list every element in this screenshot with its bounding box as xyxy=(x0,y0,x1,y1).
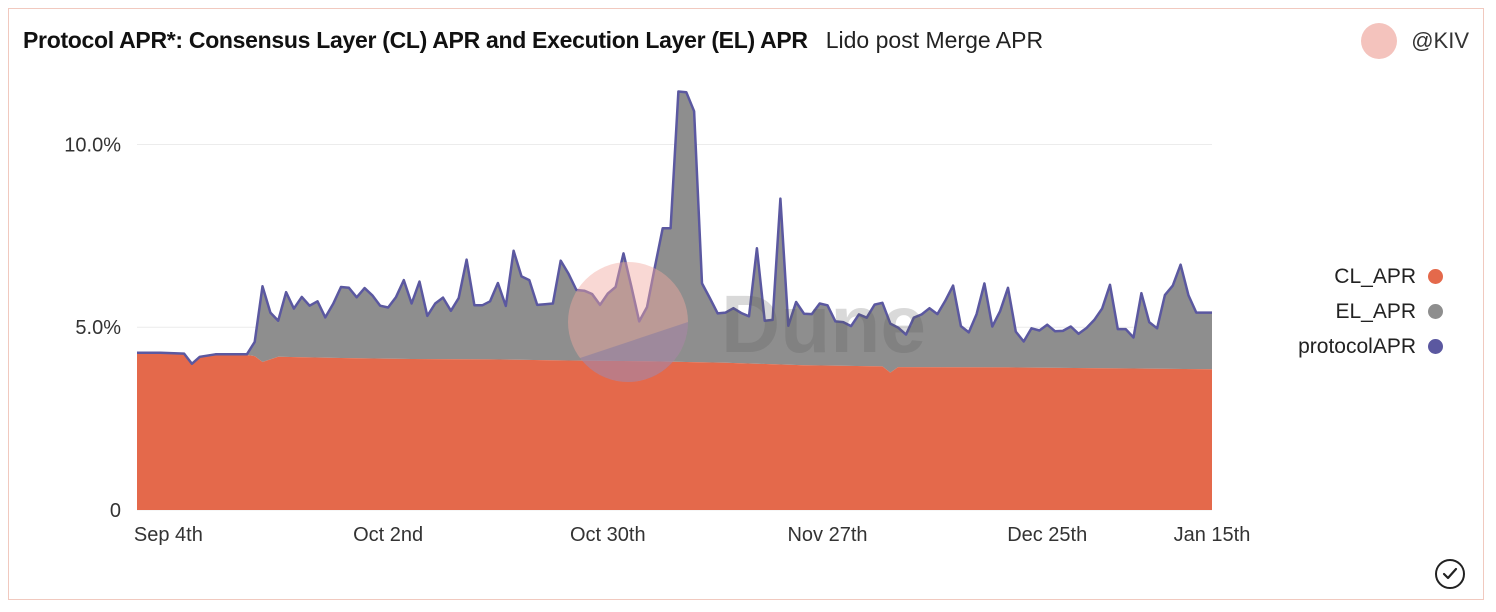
x-tick-label: Oct 30th xyxy=(570,524,646,546)
author-badge[interactable]: @KIV xyxy=(1361,23,1469,59)
el-apr-area xyxy=(137,91,1212,373)
legend-swatch xyxy=(1428,339,1443,354)
check-icon xyxy=(1442,567,1458,580)
x-tick-label: Nov 27th xyxy=(787,524,867,546)
dune-watermark: Dune xyxy=(568,262,926,383)
y-tick-label: 5.0% xyxy=(75,317,121,339)
legend-item[interactable]: CL_APR xyxy=(1298,259,1443,294)
author-name: @KIV xyxy=(1411,28,1469,53)
legend-label: CL_APR xyxy=(1334,264,1416,288)
legend-item[interactable]: protocolAPR xyxy=(1298,329,1443,364)
avatar xyxy=(1361,23,1398,59)
chart-card: Protocol APR*: Consensus Layer (CL) APR … xyxy=(8,8,1484,600)
legend-swatch xyxy=(1428,269,1443,284)
chart-header: Protocol APR*: Consensus Layer (CL) APR … xyxy=(23,27,1043,54)
chart-legend: CL_APR EL_APR protocolAPR xyxy=(1298,259,1443,364)
watermark-text: Dune xyxy=(721,279,926,370)
chart-title: Protocol APR*: Consensus Layer (CL) APR … xyxy=(23,27,808,53)
x-tick-label: Jan 15th xyxy=(1174,524,1251,546)
check-button[interactable] xyxy=(1435,559,1465,589)
protocol-apr-line xyxy=(137,90,1212,366)
x-tick-label: Sep 4th xyxy=(134,524,203,546)
y-tick-label: 10.0% xyxy=(64,134,121,156)
legend-label: EL_APR xyxy=(1335,299,1416,323)
x-tick-label: Dec 25th xyxy=(1007,524,1087,546)
chart-areas xyxy=(137,90,1212,510)
x-axis: Sep 4th Oct 2nd Oct 30th Nov 27th Dec 25th Ja… xyxy=(134,524,1250,546)
legend-label: protocolAPR xyxy=(1298,334,1416,358)
legend-item[interactable]: EL_APR xyxy=(1298,294,1443,329)
cl-apr-area xyxy=(137,353,1212,510)
x-tick-label: Oct 2nd xyxy=(353,524,423,546)
legend-swatch xyxy=(1428,304,1443,319)
watermark-logo-slice-icon xyxy=(580,322,688,383)
chart-subtitle: Lido post Merge APR xyxy=(825,27,1044,53)
area-chart: Dune 0 5.0% 10.0% Sep 4th Oct 2nd Oct 30th No… xyxy=(64,90,1250,546)
watermark-logo-icon xyxy=(568,262,688,382)
y-axis: 0 5.0% 10.0% xyxy=(64,134,121,522)
y-tick-label: 0 xyxy=(110,500,121,522)
